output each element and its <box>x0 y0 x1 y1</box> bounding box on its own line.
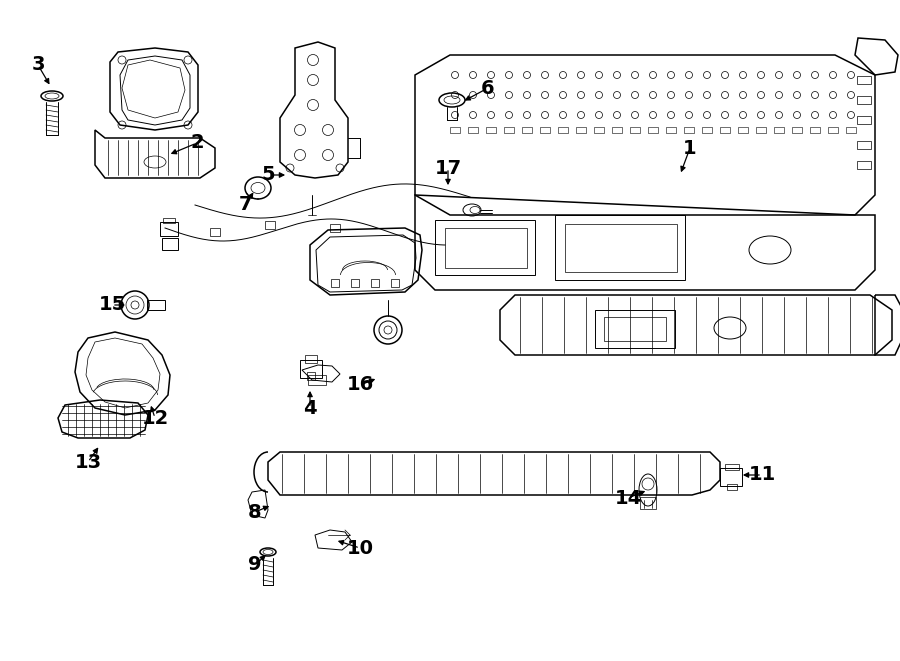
Bar <box>756 127 766 133</box>
Bar <box>331 279 339 287</box>
Bar <box>504 127 514 133</box>
Bar <box>160 222 178 236</box>
Bar <box>792 127 802 133</box>
Text: 13: 13 <box>75 453 102 471</box>
Bar <box>810 127 820 133</box>
Bar <box>612 127 622 133</box>
Bar <box>305 355 317 363</box>
Text: 12: 12 <box>141 408 168 428</box>
Bar <box>391 279 399 287</box>
Bar <box>445 228 527 268</box>
Bar <box>330 224 340 232</box>
Bar <box>648 127 658 133</box>
Bar <box>486 127 496 133</box>
Bar <box>828 127 838 133</box>
Text: 14: 14 <box>615 488 642 508</box>
Bar <box>565 224 677 272</box>
Text: 5: 5 <box>261 165 274 184</box>
Bar <box>738 127 748 133</box>
Bar <box>351 279 359 287</box>
Bar <box>450 127 460 133</box>
Bar <box>702 127 712 133</box>
Bar <box>163 218 175 223</box>
Bar <box>630 127 640 133</box>
Bar <box>720 127 730 133</box>
Text: 1: 1 <box>683 139 697 157</box>
Bar <box>210 228 220 236</box>
Text: 17: 17 <box>435 159 462 178</box>
Bar <box>307 372 315 380</box>
Bar <box>684 127 694 133</box>
Text: 3: 3 <box>32 56 45 75</box>
Bar <box>576 127 586 133</box>
Bar <box>666 127 676 133</box>
Bar <box>727 484 737 490</box>
Bar <box>725 464 739 470</box>
Bar <box>720 468 742 486</box>
Bar <box>265 221 275 229</box>
Bar <box>595 310 675 348</box>
Text: 9: 9 <box>248 555 262 574</box>
Bar <box>857 161 871 169</box>
Text: 4: 4 <box>303 399 317 418</box>
Bar <box>846 127 856 133</box>
Bar <box>522 127 532 133</box>
Text: 16: 16 <box>346 375 374 395</box>
Bar <box>371 279 379 287</box>
Bar <box>147 300 165 310</box>
Text: 6: 6 <box>482 79 495 98</box>
Text: 15: 15 <box>98 295 126 315</box>
Text: 8: 8 <box>248 502 262 522</box>
Bar <box>162 238 178 250</box>
Text: 11: 11 <box>749 465 776 485</box>
Bar <box>308 375 326 385</box>
Bar <box>857 141 871 149</box>
Bar <box>594 127 604 133</box>
Bar <box>555 215 685 280</box>
Bar <box>558 127 568 133</box>
Bar <box>300 360 322 378</box>
Bar <box>774 127 784 133</box>
Bar <box>857 116 871 124</box>
Text: 7: 7 <box>238 196 252 215</box>
Bar <box>540 127 550 133</box>
Bar <box>857 96 871 104</box>
Bar <box>640 497 656 509</box>
Bar <box>435 220 535 275</box>
Text: 2: 2 <box>190 134 203 153</box>
Bar <box>857 76 871 84</box>
Bar <box>468 127 478 133</box>
Text: 10: 10 <box>346 539 374 557</box>
Bar <box>604 317 666 341</box>
